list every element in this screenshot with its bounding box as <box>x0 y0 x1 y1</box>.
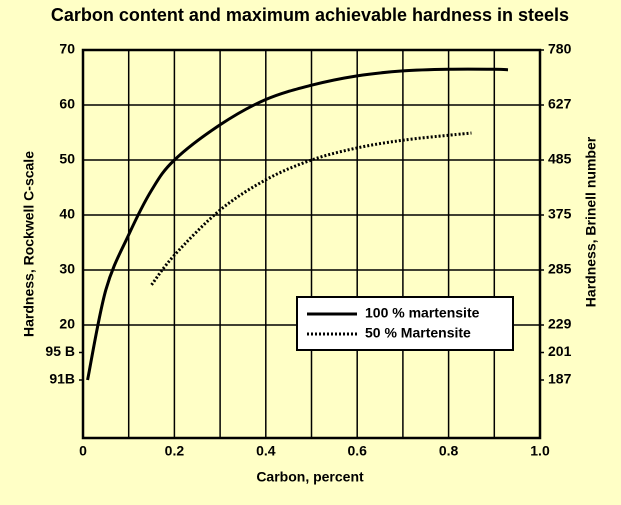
y2-tick-label: 485 <box>548 151 572 167</box>
x-tick-label: 0.2 <box>165 443 185 459</box>
y-tick-label: 91B <box>49 371 75 387</box>
series-line <box>86 67 509 381</box>
y2-tick-label: 229 <box>548 316 572 332</box>
y-tick-label: 70 <box>59 41 75 57</box>
y2-tick-label: 375 <box>548 206 572 222</box>
y2-tick-label: 285 <box>548 261 572 277</box>
y-tick-label: 50 <box>59 151 75 167</box>
y-axis-label: Hardness, Rockwell C-scale <box>21 151 37 337</box>
y2-tick-label: 201 <box>548 343 572 359</box>
legend-label: 100 % martensite <box>365 305 480 321</box>
x-tick-label: 0.6 <box>347 443 367 459</box>
y-tick-label: 30 <box>59 261 75 277</box>
x-tick-label: 0 <box>79 443 87 459</box>
y-tick-label: 40 <box>59 206 75 222</box>
y2-tick-label: 627 <box>548 96 572 112</box>
y2-axis-label: Hardness, Brinell number <box>583 136 599 307</box>
x-tick-label: 0.8 <box>439 443 459 459</box>
plot-frame <box>81 48 542 440</box>
legend-box <box>296 296 514 351</box>
legend-label: 50 % Martensite <box>365 325 471 341</box>
y2-tick-label: 780 <box>548 41 572 57</box>
x-axis-label: Carbon, percent <box>256 469 364 485</box>
chart-title: Carbon content and maximum achievable ha… <box>51 5 569 25</box>
x-tick-label: 1.0 <box>530 443 550 459</box>
series-line <box>150 131 472 286</box>
y-tick-label: 95 B <box>45 343 75 359</box>
y-tick-label: 20 <box>59 316 75 332</box>
x-tick-label: 0.4 <box>256 443 276 459</box>
y2-tick-label: 187 <box>548 371 572 387</box>
y-tick-label: 60 <box>59 96 75 112</box>
